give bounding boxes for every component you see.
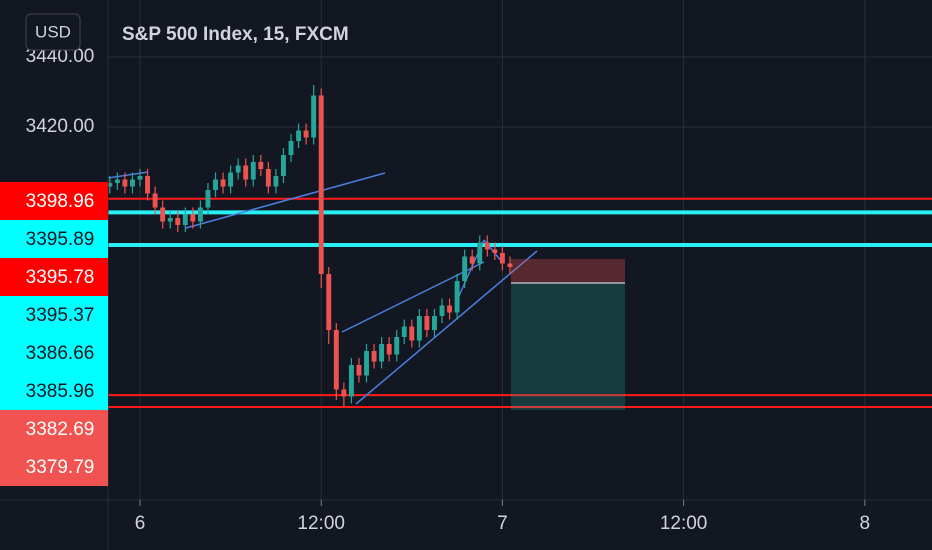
candle-body — [145, 176, 151, 194]
candle-body — [401, 326, 407, 338]
candle-body — [243, 165, 249, 180]
price-lines — [108, 197, 932, 409]
candle-body — [273, 176, 279, 187]
x-tick-label: 12:00 — [660, 513, 708, 534]
price-label: 3395.89 — [26, 229, 95, 250]
candle-body — [258, 162, 264, 170]
candle-body — [492, 249, 498, 254]
candle-body — [137, 176, 143, 180]
y-tick-label: 3440.00 — [26, 46, 95, 67]
candle-body — [114, 179, 120, 184]
price-axis: 3440.00 3420.00 3398.96 3395.89 3395.78 3395.… — [0, 46, 108, 486]
candle-body — [409, 326, 415, 341]
candle-body — [507, 263, 513, 268]
price-label-box — [0, 258, 108, 296]
candle-body — [394, 337, 400, 355]
candle-body — [122, 179, 128, 187]
candle-body — [341, 389, 347, 397]
stop-zone — [511, 259, 625, 283]
price-label: 3379.79 — [26, 457, 95, 478]
candle-body — [160, 207, 166, 222]
x-tick-label: 12:00 — [297, 513, 345, 534]
candle-body — [205, 190, 211, 208]
candle-body — [190, 214, 196, 222]
x-tick-label: 7 — [497, 513, 508, 534]
price-label-box — [0, 296, 108, 334]
currency-button[interactable] — [25, 13, 81, 51]
candle-body — [484, 242, 490, 250]
candle-body — [469, 256, 475, 264]
price-label: 3386.66 — [26, 343, 95, 364]
candle-body — [175, 218, 181, 226]
candle-body — [182, 214, 188, 226]
price-label: 3382.69 — [26, 419, 95, 440]
candle-body — [296, 130, 302, 142]
y-tick-label: 3420.00 — [26, 116, 95, 137]
candle-body — [311, 95, 317, 138]
trend-line — [355, 250, 538, 405]
candle-body — [130, 179, 135, 187]
trend-line — [107, 171, 149, 179]
price-label-box — [0, 448, 108, 486]
candle-body — [371, 351, 377, 362]
candle-body — [499, 253, 505, 264]
candle-body — [220, 179, 226, 187]
price-label: 3395.78 — [26, 267, 95, 288]
candle-body — [281, 155, 286, 177]
candle-body — [348, 365, 354, 397]
price-label: 3398.96 — [26, 191, 95, 212]
candle-body — [303, 130, 309, 138]
candle-body — [250, 162, 256, 180]
trend-line — [185, 172, 386, 229]
candle-body — [379, 344, 385, 362]
price-label: 3395.37 — [26, 305, 95, 326]
price-label-box — [0, 182, 108, 220]
candle-body — [228, 172, 234, 187]
candle-body — [333, 330, 339, 390]
chart-title: S&P 500 Index, 15, FXCM — [122, 24, 349, 45]
candle-body — [152, 193, 158, 208]
price-label-box — [0, 410, 108, 448]
price-label-box — [0, 334, 108, 372]
candle-body — [364, 351, 369, 376]
candle-body — [107, 183, 113, 187]
candle-body — [416, 316, 422, 341]
candle-body — [318, 95, 324, 275]
candle-body — [213, 179, 218, 191]
x-tick-label: 8 — [860, 513, 871, 534]
candle-body — [235, 165, 241, 173]
x-tick-label: 6 — [135, 513, 146, 534]
currency-label: USD — [35, 22, 71, 41]
candle-body — [197, 207, 203, 222]
candle-body — [288, 141, 294, 156]
candles — [107, 85, 513, 408]
candle-body — [462, 256, 468, 282]
candle-body — [432, 316, 437, 331]
candle-body — [326, 274, 332, 331]
price-label: 3385.96 — [26, 381, 95, 402]
price-label-box — [0, 220, 108, 258]
trend-line — [341, 261, 485, 333]
candle-body — [454, 281, 460, 313]
x-axis-area — [0, 500, 932, 550]
candle-body — [439, 305, 445, 317]
candle-body — [447, 305, 453, 313]
candle-body — [477, 242, 483, 264]
candle-body — [424, 316, 430, 331]
candle-body — [167, 218, 173, 222]
candle-body — [265, 169, 271, 187]
candle-body — [386, 344, 392, 355]
candle-body — [356, 365, 362, 376]
price-label-box — [0, 372, 108, 410]
target-zone — [511, 283, 625, 410]
